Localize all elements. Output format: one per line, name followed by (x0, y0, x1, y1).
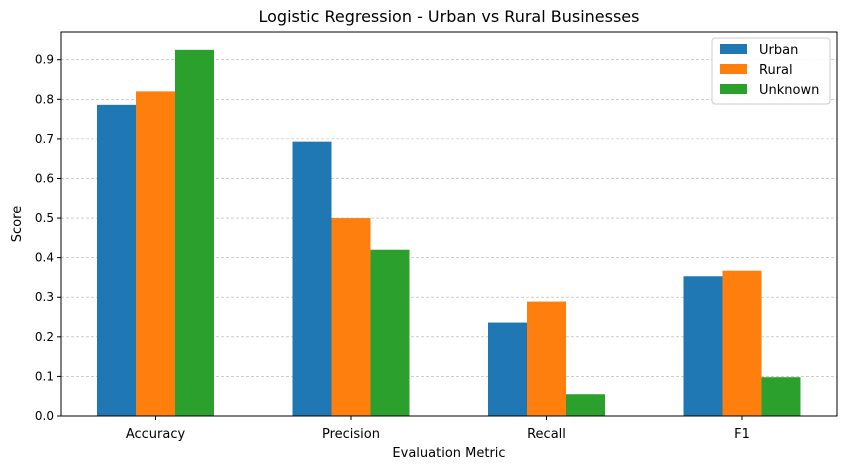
bar-urban-accuracy (97, 104, 136, 416)
plot-frame (60, 31, 838, 417)
bar-urban-f1 (683, 276, 723, 416)
bar-unknown-f1 (761, 377, 801, 416)
x-tick-label: F1 (734, 427, 750, 442)
y-tick-label: 0.7 (35, 132, 54, 146)
x-tick-label: Recall (527, 427, 566, 442)
bar-rural-recall (527, 301, 566, 416)
y-tick-label: 0.6 (35, 171, 54, 185)
legend-label-unknown: Unknown (759, 83, 819, 98)
y-tick-label: 0.8 (35, 92, 54, 106)
legend-swatch-urban (720, 44, 747, 54)
legend-swatch-unknown (720, 84, 747, 94)
y-axis-ticks: 0.0 0.1 0.2 0.3 0.4 0.5 0.6 0.7 0.8 0.9 (35, 53, 61, 423)
y-tick-label: 0.3 (35, 290, 54, 304)
bar-urban-recall (488, 322, 527, 416)
y-tick-label: 0.0 (35, 409, 54, 423)
y-tick-label: 0.5 (35, 211, 54, 225)
legend-label-urban: Urban (759, 43, 798, 58)
chart-title: Logistic Regression - Urban vs Rural Bus… (259, 7, 640, 26)
bar-urban-precision (292, 141, 332, 417)
legend-swatch-rural (720, 64, 747, 74)
bar-unknown-recall (566, 394, 605, 416)
legend-label-rural: Rural (759, 63, 793, 78)
x-axis-label: Evaluation Metric (392, 446, 505, 461)
bars (97, 49, 801, 417)
y-axis-label: Score (10, 206, 25, 242)
bar-unknown-precision (370, 249, 410, 416)
y-tick-label: 0.1 (35, 369, 54, 383)
bar-rural-accuracy (136, 91, 175, 417)
bar-unknown-accuracy (175, 49, 214, 417)
y-tick-label: 0.4 (35, 251, 54, 265)
x-axis-ticks: Accuracy Precision Recall F1 (126, 416, 750, 442)
bar-rural-precision (331, 218, 371, 416)
legend: Urban Rural Unknown (711, 37, 831, 105)
bar-rural-f1 (722, 270, 762, 416)
y-tick-label: 0.2 (35, 330, 54, 344)
y-tick-label: 0.9 (35, 53, 54, 67)
x-tick-label: Accuracy (126, 427, 186, 442)
x-tick-label: Precision (322, 427, 380, 442)
